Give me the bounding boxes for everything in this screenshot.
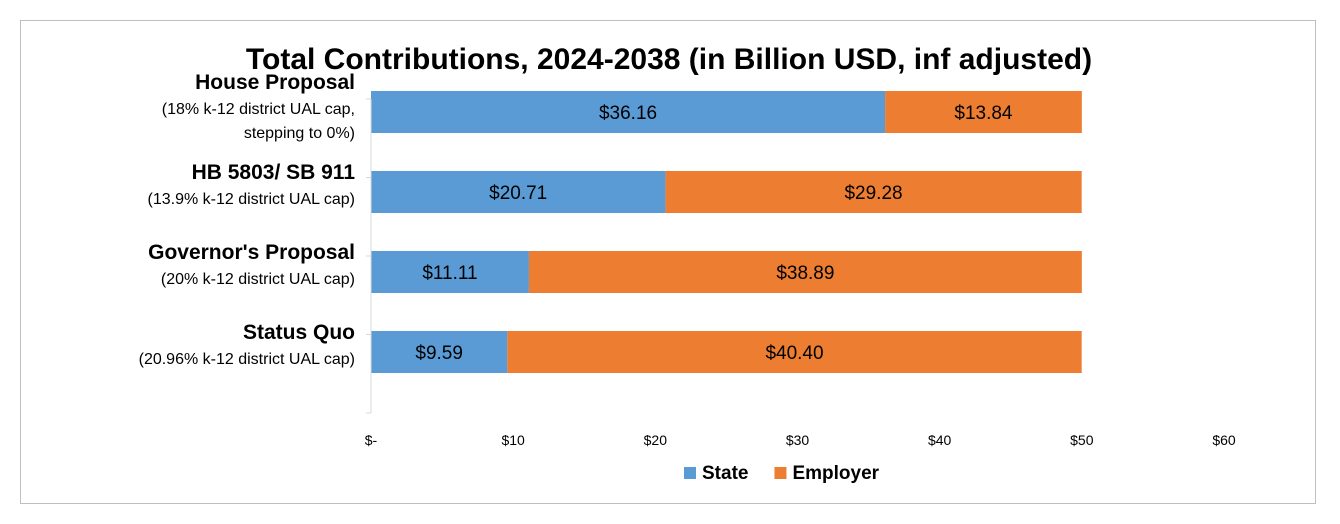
legend-label-state: State [702,463,748,484]
x-tick-label: $30 [786,432,810,448]
chart-frame: Total Contributions, 2024-2038 (in Billi… [20,20,1316,504]
x-tick-label: $20 [644,432,668,448]
x-tick-label: $50 [1070,432,1094,448]
data-label-employer: $38.89 [776,263,834,284]
bar-employer-hb-5803-sb-911 [665,171,1082,213]
data-label-employer: $29.28 [844,183,902,204]
bars: $36.16 $13.84 $20.71 $29.28 $11.11 $38.89 $9.5… [371,91,1082,373]
category-sublabel: (18% k-12 district UAL cap, [162,101,355,118]
category-label: HB 5803/ SB 911 [192,161,356,184]
bar-state-house-proposal [371,91,886,133]
data-label-employer: $13.84 [954,103,1013,124]
category-label: Governor's Proposal [148,241,355,264]
category-label: House Proposal [195,71,355,94]
category-sublabel: stepping to 0%) [244,125,355,142]
bar-state-status-quo [371,331,508,373]
legend: State Employer [684,463,880,484]
data-label-state: $11.11 [422,263,477,284]
bar-employer-house-proposal [885,91,1082,133]
x-axis: $- $10 $20 $30 $40 $50 $60 [365,98,1236,448]
x-tick-label: $- [365,432,378,448]
x-tick-label: $10 [501,432,525,448]
category-label: Status Quo [243,321,355,344]
legend-swatch-employer [774,467,787,479]
data-label-state: $9.59 [415,343,463,364]
x-tick-label: $40 [928,432,952,448]
bar-state-governor-s-proposal [371,251,529,293]
bar-employer-governor-s-proposal [528,251,1082,293]
category-labels: House Proposal (18% k-12 district UAL cap… [139,71,356,368]
data-label-state: $36.16 [599,103,657,124]
category-sublabel: (13.9% k-12 district UAL cap) [148,191,355,208]
category-sublabel: (20.96% k-12 district UAL cap) [139,351,355,368]
legend-swatch-state [684,467,696,479]
x-tick-label: $60 [1212,432,1236,448]
bar-employer-status-quo [507,331,1082,373]
chart-title: Total Contributions, 2024-2038 (in Billi… [246,43,1092,76]
category-sublabel: (20% k-12 district UAL cap) [161,271,355,288]
data-label-state: $20.71 [489,183,547,204]
legend-label-employer: Employer [792,463,879,484]
bar-state-hb-5803-sb-911 [371,171,666,213]
stacked-bar-chart: Total Contributions, 2024-2038 (in Billi… [139,43,1236,484]
data-label-employer: $40.40 [765,343,823,364]
